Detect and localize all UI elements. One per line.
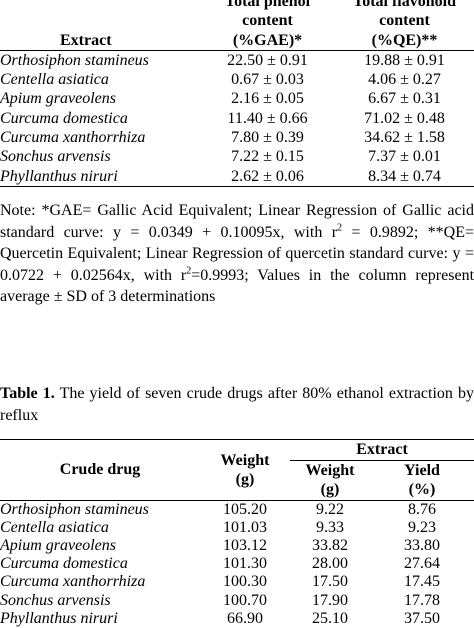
yield-table: Crude drug Weight (g) Extract Weight (g) Y… [0,439,474,628]
table-row: Orthosiphon stamineus 105.20 9.22 8.76 [0,500,474,519]
plant-name: Curcuma domestica [0,109,128,127]
value-cell: 71.02 ± 0.48 [364,109,445,127]
table-row: Sonchus arvensis 100.70 17.90 17.78 [0,592,474,610]
plant-name: Sonchus arvensis [0,148,111,166]
header-row: Crude drug Weight (g) Extract [0,439,474,488]
plant-name: Phyllanthus niruri [0,167,118,185]
plant-name: Curcuma xanthorrhiza [0,573,146,591]
value-cell: 100.30 [223,573,267,591]
value-cell: 2.16 ± 0.05 [231,90,304,108]
header-line: (g) [320,481,340,499]
table-row: Curcuma domestica 11.40 ± 0.66 71.02 ± 0.4… [0,109,474,128]
plant-name: Phyllanthus niruri [0,609,118,627]
plant-name: Orthosiphon stamineus [0,51,149,69]
value-cell: 33.82 [312,537,348,554]
header-row: Extract Total phenol content (%GAE)* Total f… [0,0,474,51]
plant-name: Curcuma xanthorrhiza [0,129,146,147]
header-cell: Extract [290,439,474,461]
header-cell: Extract [0,0,200,50]
phenol-flavonoid-table: Extract Total phenol content (%GAE)* Total f… [0,0,474,187]
value-cell: 19.88 ± 0.91 [364,51,445,69]
value-cell: 28.00 [312,555,348,573]
table-row: Phyllanthus niruri 2.62 ± 0.06 8.34 ± 0.74 [0,167,474,187]
header-cell: Total flavonoid content (%QE)** [335,0,474,50]
value-cell: 34.62 ± 1.58 [364,129,445,147]
header-line: Extract [60,31,112,49]
table-row: Curcuma domestica 101.30 28.00 27.64 [0,555,474,573]
header-line: (%) [408,481,436,499]
header-line: (%GAE)* [232,31,303,49]
value-cell: 101.30 [223,555,267,573]
table-row: Sonchus arvensis 7.22 ± 0.15 7.37 ± 0.01 [0,147,474,166]
header-line: (%QE)** [371,31,438,49]
value-cell: 37.50 [404,609,440,627]
value-cell: 33.80 [404,537,440,554]
value-cell: 0.67 ± 0.03 [231,71,304,89]
note-text: = 0.9892; **QE= Quercetin Equivalent; Li… [0,223,474,284]
value-cell: 6.67 ± 0.31 [368,90,441,108]
value-cell: 105.20 [223,500,267,518]
table-row: Phyllanthus niruri 66.90 25.10 37.50 [0,610,474,628]
plant-name: Centella asiatica [0,518,109,536]
header-line: Yield [404,462,440,479]
header-line: (g) [235,470,255,488]
value-cell: 8.34 ± 0.74 [368,167,441,185]
value-cell: 9.22 [316,500,344,518]
value-cell: 4.06 ± 0.27 [368,71,441,89]
value-cell: 11.40 ± 0.66 [227,109,308,127]
superscript: 2 [337,222,343,234]
value-cell: 2.62 ± 0.06 [231,167,304,185]
table-row: Curcuma xanthorrhiza 100.30 17.50 17.45 [0,573,474,591]
plant-name: Apium graveolens [0,537,116,554]
value-cell: 9.33 [316,518,344,536]
header-line: Weight [220,451,270,469]
value-cell: 103.12 [223,537,267,554]
table-row: Centella asiatica 101.03 9.33 9.23 [0,519,474,537]
value-cell: 7.37 ± 0.01 [368,148,441,166]
value-cell: 66.90 [227,609,263,627]
caption-text: The yield of seven crude drugs after 80%… [0,385,474,424]
plant-name: Apium graveolens [0,90,116,108]
plant-name: Curcuma domestica [0,555,128,573]
plant-name: Sonchus arvensis [0,591,111,609]
plant-name: Centella asiatica [0,71,109,89]
header-line: Total phenol [224,0,311,10]
header-line: Weight [305,462,355,479]
header-line: content [379,12,430,30]
value-cell: 25.10 [312,609,348,627]
table-row: Apium graveolens 2.16 ± 0.05 6.67 ± 0.31 [0,89,474,108]
caption-label: Table 1. [0,385,55,402]
header-cell: Weight (g) [200,440,290,501]
value-cell: 27.64 [404,555,440,573]
table-row: Apium graveolens 103.12 33.82 33.80 [0,537,474,555]
note-text: Note: *GAE= Gallic Acid Equivalent; Line… [0,202,474,241]
value-cell: 17.50 [312,573,348,591]
header-line: content [242,12,293,30]
header-cell: Yield (%) [370,461,474,501]
header-cell: Total phenol content (%GAE)* [200,0,335,50]
table-caption: Table 1. The yield of seven crude drugs … [0,383,474,426]
value-cell: 17.90 [312,591,348,609]
value-cell: 7.22 ± 0.15 [231,148,304,166]
table-note: Note: *GAE= Gallic Acid Equivalent; Line… [0,200,474,308]
header-cell: Crude drug [59,461,141,479]
value-cell: 9.23 [408,518,436,536]
value-cell: 101.03 [223,518,267,536]
value-cell: 22.50 ± 0.91 [227,51,308,69]
value-cell: 8.76 [408,500,436,518]
header-cell: Weight (g) [290,461,370,501]
value-cell: 17.45 [404,573,440,591]
table-row: Curcuma xanthorrhiza 7.80 ± 0.39 34.62 ± 1… [0,128,474,147]
value-cell: 17.78 [404,591,440,609]
header-line: Total flavonoid [353,0,456,10]
value-cell: 100.70 [223,591,267,609]
superscript: 2 [186,265,192,277]
table-row: Orthosiphon stamineus 22.50 ± 0.91 19.88 ±… [0,50,474,70]
value-cell: 7.80 ± 0.39 [231,129,304,147]
plant-name: Orthosiphon stamineus [0,500,149,518]
note-text: =0.9993; Values in the column represent … [0,266,474,306]
table-row: Centella asiatica 0.67 ± 0.03 4.06 ± 0.27 [0,70,474,89]
